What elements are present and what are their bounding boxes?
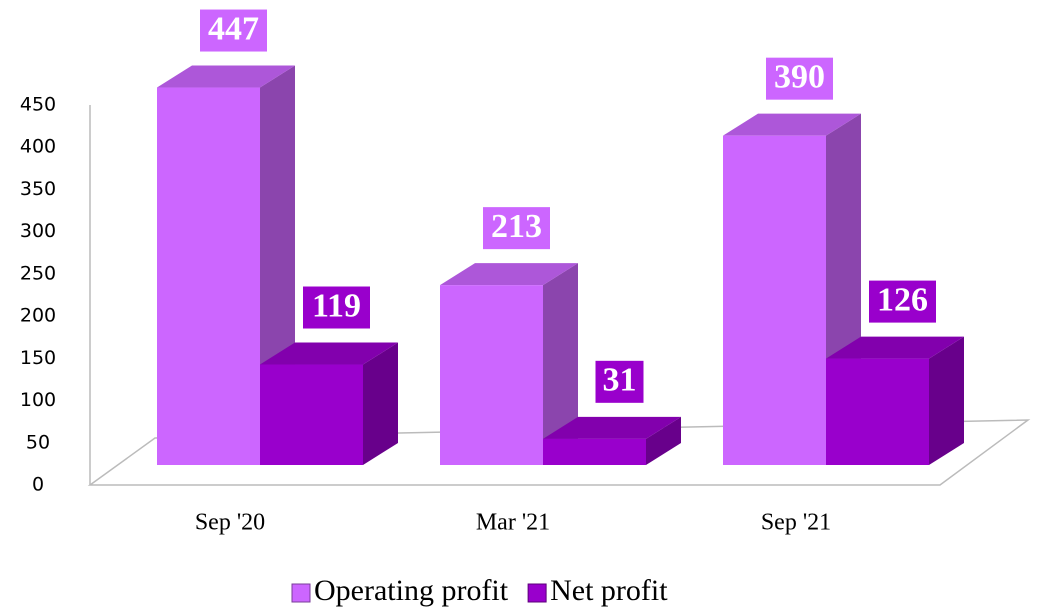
value-label-box <box>867 278 938 325</box>
bar-top <box>157 65 295 88</box>
legend-label: Operating profit <box>314 574 509 607</box>
bar-front <box>260 364 363 465</box>
y-tick-label: 400 <box>20 136 56 158</box>
bar <box>260 342 398 465</box>
bar <box>543 416 681 465</box>
value-label-box <box>593 358 646 405</box>
value-label-box <box>764 55 835 102</box>
value-label: 31 <box>603 362 637 399</box>
y-tick-label: 0 <box>32 474 44 496</box>
value-label: 119 <box>312 287 361 324</box>
value-label-box <box>301 284 372 331</box>
value-label-box <box>198 7 269 54</box>
y-tick-label: 50 <box>26 431 50 453</box>
bar <box>826 336 964 465</box>
bar-top <box>826 336 964 359</box>
bar-side <box>543 263 578 465</box>
bar-front <box>543 438 646 465</box>
bar-front <box>440 285 543 465</box>
value-label: 447 <box>208 10 259 47</box>
x-tick-label: Mar '21 <box>476 510 550 536</box>
y-tick-label: 350 <box>20 178 56 200</box>
bar-top <box>440 263 578 286</box>
value-label: 213 <box>491 208 542 245</box>
y-tick-label: 250 <box>20 262 56 284</box>
bar-top <box>723 113 861 136</box>
bar-top <box>543 416 681 439</box>
bar <box>440 263 578 465</box>
x-tick-label: Sep '20 <box>195 510 265 536</box>
legend-swatch <box>291 583 311 603</box>
legend-label: Net profit <box>550 574 668 607</box>
y-tick-label: 450 <box>20 94 56 116</box>
y-tick-label: 150 <box>20 347 56 369</box>
legend-swatch <box>527 583 547 603</box>
bar-side <box>363 342 398 465</box>
y-tick-label: 100 <box>20 389 56 411</box>
bar-front <box>157 87 260 466</box>
value-label: 390 <box>774 58 825 95</box>
bar <box>723 113 861 466</box>
x-tick-label: Sep '21 <box>761 510 831 536</box>
bar-front <box>826 358 929 465</box>
y-tick-label: 300 <box>20 220 56 242</box>
bar-side <box>929 336 964 465</box>
bar-top <box>260 342 398 365</box>
y-tick-label: 200 <box>20 305 56 327</box>
value-label: 126 <box>877 281 928 318</box>
value-label-box <box>481 205 552 252</box>
bar-front <box>723 135 826 465</box>
bar-side <box>646 416 681 465</box>
plot: 447 119 213 31 390 126 <box>157 7 964 466</box>
